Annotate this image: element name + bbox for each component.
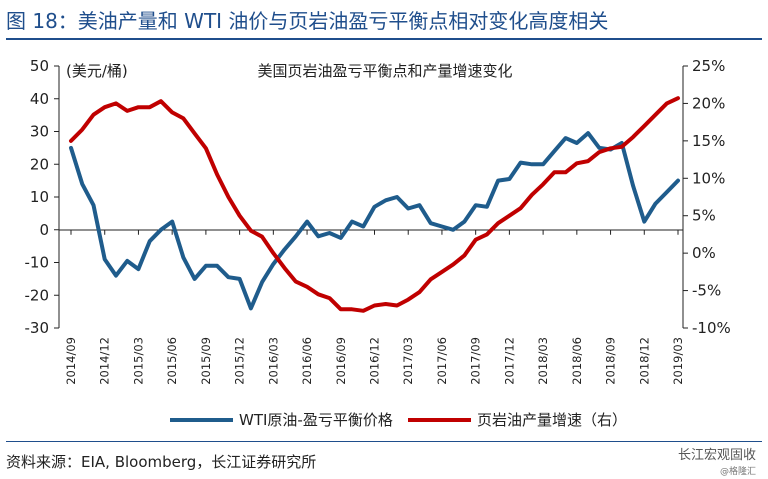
y-left-tick-label: -20: [25, 286, 50, 304]
x-tick-label: 2017/03: [401, 337, 415, 385]
y-right-tick-label: 15%: [692, 132, 725, 150]
x-tick-label: 2018/09: [604, 337, 618, 385]
x-tick-label: 2018/06: [570, 337, 584, 385]
x-tick-label: 2015/06: [165, 337, 179, 385]
y-left-tick-label: -30: [25, 319, 50, 337]
watermark-brand: 长江宏观固收: [677, 448, 756, 463]
x-tick-label: 2019/03: [671, 337, 685, 385]
y-left-tick-label: 30: [30, 123, 49, 141]
x-tick-label: 2016/06: [300, 337, 314, 385]
title-rule: [6, 38, 762, 40]
legend-label-wti: WTI原油-盈亏平衡价格: [239, 411, 393, 429]
y-right-tick-label: -10%: [692, 319, 731, 337]
x-tick-label: 2017/06: [435, 337, 449, 385]
y-right-tick-label: 5%: [692, 207, 716, 225]
y-left-tick-label: 50: [30, 57, 49, 75]
x-tick-label: 2016/12: [368, 337, 382, 385]
y-left-ticks: 50 40 30 20 10 0 -10 -20 -30: [25, 57, 59, 337]
y-right-ticks: 25% 20% 15% 10% 5% 0% -5% -10%: [683, 57, 731, 337]
y-right-tick-label: -5%: [692, 282, 721, 300]
chart: 50 40 30 20 10 0 -10 -20 -30 25% 20% 15% 10% 5% 0% -5%…: [25, 57, 731, 429]
x-tick-label: 2017/09: [469, 337, 483, 385]
y-right-tick-label: 10%: [692, 169, 725, 187]
x-ticks: 2014/09 2014/12 2015/03 2015/06 2015/09 2015/…: [64, 229, 685, 385]
x-tick-label: 2015/03: [131, 337, 145, 385]
y-left-label: (美元/桶): [66, 62, 128, 80]
x-tick-label: 2018/03: [536, 337, 550, 385]
x-tick-label: 2014/09: [64, 337, 78, 385]
y-left-tick-label: 20: [30, 155, 49, 173]
y-left-tick-label: -10: [25, 254, 50, 272]
watermark: 长江宏观固收 @格隆汇: [678, 444, 756, 477]
watermark-handle: @格隆汇: [719, 467, 756, 477]
x-tick-label: 2016/03: [266, 337, 280, 385]
series-line-shale: [69, 96, 680, 313]
source-note: 资料来源：EIA, Bloomberg，长江证券研究所: [6, 453, 317, 471]
x-tick-label: 2015/09: [199, 337, 213, 385]
y-right-tick-label: 0%: [692, 244, 716, 262]
bottom-rule: [6, 441, 762, 442]
legend: WTI原油-盈亏平衡价格 页岩油产量增速（右）: [170, 411, 627, 429]
figure-title: 图 18：美油产量和 WTI 油价与页岩油盈亏平衡点相对变化高度相关: [6, 9, 609, 33]
y-left-tick-label: 0: [39, 221, 49, 239]
series-line-wti: [69, 131, 680, 311]
series-lines: [69, 96, 680, 313]
y-left-tick-label: 10: [30, 188, 49, 206]
legend-label-shale: 页岩油产量增速（右）: [477, 411, 627, 429]
chart-title: 美国页岩油盈亏平衡点和产量增速变化: [257, 62, 512, 80]
x-tick-label: 2018/12: [637, 337, 651, 385]
y-left-tick-label: 40: [30, 90, 49, 108]
x-tick-label: 2017/12: [502, 337, 516, 385]
x-tick-label: 2014/12: [98, 337, 112, 385]
y-right-tick-label: 20%: [692, 94, 725, 112]
x-tick-label: 2016/09: [334, 337, 348, 385]
x-tick-label: 2015/12: [233, 337, 247, 385]
y-right-tick-label: 25%: [692, 57, 725, 75]
